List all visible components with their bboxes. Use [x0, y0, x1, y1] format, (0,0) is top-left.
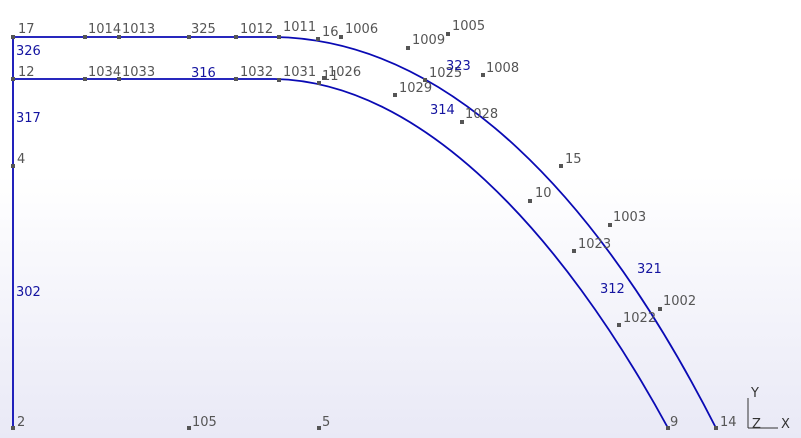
point-label-9: 9 — [670, 415, 678, 430]
point-marker-16[interactable] — [316, 37, 320, 41]
point-marker-1012[interactable] — [234, 35, 238, 39]
point-label-1034: 1034 — [88, 65, 121, 80]
point-marker-325[interactable] — [187, 35, 191, 39]
point-marker-4[interactable] — [11, 164, 15, 168]
point-label-1006: 1006 — [345, 22, 378, 37]
point-label-1011: 1011 — [283, 20, 316, 35]
curve-label-317: 317 — [16, 111, 41, 126]
curve-label-323: 323 — [446, 59, 471, 74]
point-marker-12[interactable] — [11, 77, 15, 81]
point-marker-17[interactable] — [11, 35, 15, 39]
point-marker-1013[interactable] — [117, 35, 121, 39]
point-marker-1029[interactable] — [393, 93, 397, 97]
curve-inner[interactable] — [13, 78, 669, 429]
point-label-2: 2 — [17, 415, 25, 430]
point-marker-1003[interactable] — [608, 223, 612, 227]
point-label-1031: 1031 — [283, 65, 316, 80]
point-label-1026: 1026 — [328, 65, 361, 80]
curve-label-312: 312 — [600, 282, 625, 297]
point-marker-1002[interactable] — [658, 307, 662, 311]
point-label-1012: 1012 — [240, 22, 273, 37]
curve-label-316: 316 — [191, 66, 216, 81]
point-label-1013: 1013 — [122, 22, 155, 37]
point-marker-1005[interactable] — [446, 32, 450, 36]
point-label-14: 14 — [720, 415, 737, 430]
axis-y-label: Y — [750, 386, 759, 401]
point-marker-1008[interactable] — [481, 73, 485, 77]
point-label-105: 105 — [192, 415, 217, 430]
curve-label-326: 326 — [16, 44, 41, 59]
curve-label-321: 321 — [637, 262, 662, 277]
point-label-1002: 1002 — [663, 294, 696, 309]
point-label-1003: 1003 — [613, 210, 646, 225]
point-marker-5[interactable] — [317, 426, 321, 430]
point-marker-10[interactable] — [528, 199, 532, 203]
curve-outer[interactable] — [13, 36, 717, 429]
point-label-1014: 1014 — [88, 22, 121, 37]
point-marker-1009[interactable] — [406, 46, 410, 50]
point-label-1009: 1009 — [412, 33, 445, 48]
point-marker-1025[interactable] — [423, 78, 427, 82]
curve-label-314: 314 — [430, 103, 455, 118]
point-label-1025: 1025 — [429, 66, 462, 81]
point-label-1032: 1032 — [240, 65, 273, 80]
point-label-1022: 1022 — [623, 311, 656, 326]
point-label-1005: 1005 — [452, 19, 485, 34]
point-marker-1033[interactable] — [117, 77, 121, 81]
point-label-325: 325 — [191, 22, 216, 37]
point-marker-15[interactable] — [559, 164, 563, 168]
point-marker-1032[interactable] — [234, 77, 238, 81]
point-label-1029: 1029 — [399, 81, 432, 96]
axis-z-label: Z — [752, 417, 761, 432]
point-marker-1028[interactable] — [460, 120, 464, 124]
point-marker-1034[interactable] — [83, 77, 87, 81]
point-marker-11[interactable] — [317, 81, 321, 85]
axis-x-label: X — [781, 417, 790, 432]
point-marker-1011[interactable] — [277, 35, 281, 39]
point-label-11: 11 — [322, 69, 339, 84]
point-marker-1031[interactable] — [277, 78, 281, 82]
point-marker-9[interactable] — [666, 426, 670, 430]
axis-triad: Y Z X — [747, 386, 790, 432]
point-label-15: 15 — [565, 152, 582, 167]
point-marker-1026[interactable] — [322, 76, 326, 80]
point-marker-105[interactable] — [187, 426, 191, 430]
point-label-1028: 1028 — [465, 107, 498, 122]
point-label-5: 5 — [322, 415, 330, 430]
point-label-1023: 1023 — [578, 237, 611, 252]
point-marker-14[interactable] — [714, 426, 718, 430]
point-marker-1014[interactable] — [83, 35, 87, 39]
curve-label-302: 302 — [16, 285, 41, 300]
point-marker-1006[interactable] — [339, 35, 343, 39]
point-label-16: 16 — [322, 25, 339, 40]
point-label-1008: 1008 — [486, 61, 519, 76]
point-label-4: 4 — [17, 152, 25, 167]
point-label-1033: 1033 — [122, 65, 155, 80]
curves-layer — [12, 36, 717, 429]
point-marker-2[interactable] — [11, 426, 15, 430]
points-layer — [11, 32, 718, 430]
point-label-17: 17 — [18, 22, 35, 37]
point-marker-1022[interactable] — [617, 323, 621, 327]
point-marker-1023[interactable] — [572, 249, 576, 253]
point-label-10: 10 — [535, 186, 552, 201]
point-label-12: 12 — [18, 65, 35, 80]
